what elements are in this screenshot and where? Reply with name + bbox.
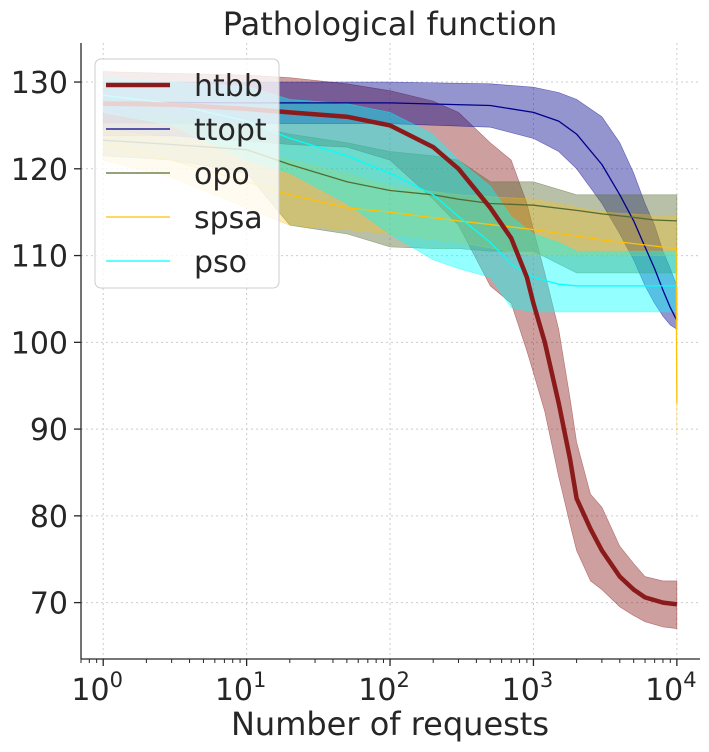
y-tick-label: 120 — [11, 153, 68, 188]
x-tick-label: 102 — [358, 668, 410, 708]
line-ttopt — [103, 101, 678, 321]
legend: htbb ttopt opo spsa pso — [94, 58, 280, 289]
x-tick-label: 104 — [645, 668, 697, 708]
axes — [74, 43, 700, 666]
x-tick-label: 103 — [502, 668, 554, 708]
y-tick-label: 110 — [11, 240, 68, 275]
legend-label-ttopt: ttopt — [194, 113, 267, 148]
line-htbb — [103, 101, 678, 607]
y-tick-label: 70 — [30, 587, 68, 622]
legend-label-htbb: htbb — [194, 69, 263, 104]
y-tick-label: 130 — [11, 66, 68, 101]
y-tick-label: 80 — [30, 500, 68, 535]
legend-label-pso: pso — [194, 245, 247, 280]
x-tick-label: 100 — [71, 668, 123, 708]
y-tick-label: 100 — [11, 326, 68, 361]
x-tick-label: 101 — [215, 668, 267, 708]
x-axis-label: Number of requests — [231, 705, 549, 743]
chart-title: Pathological function — [223, 5, 558, 43]
legend-label-opo: opo — [194, 157, 250, 192]
legend-box — [94, 58, 280, 289]
tick-labels: 100 101 102 103 104 70 80 90 100 110 120 130 — [11, 66, 697, 708]
y-tick-label: 90 — [30, 413, 68, 448]
legend-label-spsa: spsa — [194, 201, 263, 236]
